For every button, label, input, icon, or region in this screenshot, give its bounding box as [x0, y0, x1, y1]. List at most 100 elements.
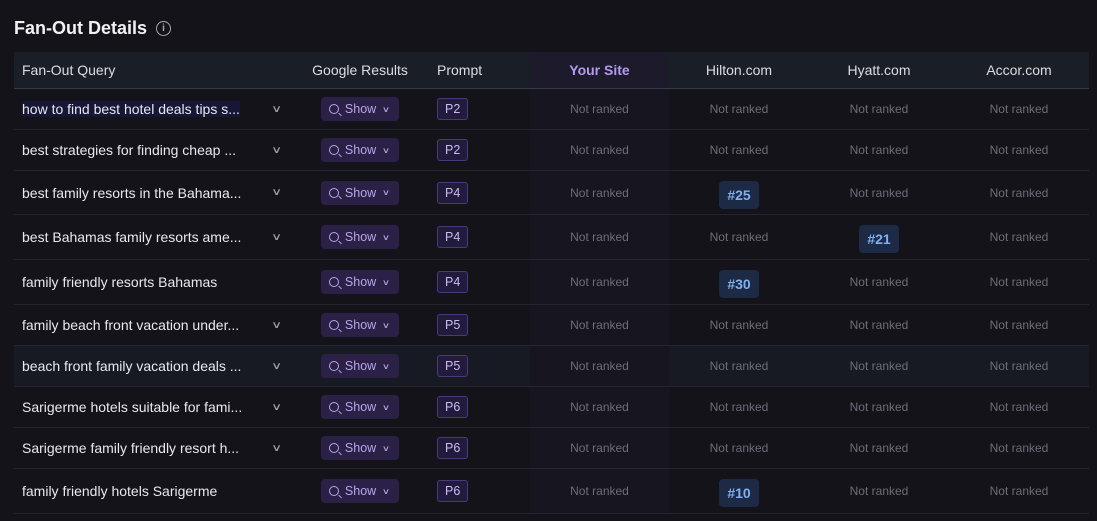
google-results-cell: Show ∨ [290, 428, 430, 468]
column-header-hyatt[interactable]: Hyatt.com [847, 62, 911, 78]
table-row[interactable]: best strategies for finding cheap ... ∨ … [14, 130, 1089, 171]
table-row[interactable]: Sarigerme family friendly resort h... ∨ … [14, 428, 1089, 469]
chevron-down-icon: ∨ [382, 188, 391, 197]
query-text: Sarigerme hotels suitable for fami... [22, 399, 243, 415]
prompt-cell: P5 [430, 346, 530, 386]
table-row[interactable]: how to find best hotel deals tips s... ∨… [14, 89, 1089, 130]
query-cell: how to find best hotel deals tips s... ∨ [14, 89, 290, 129]
show-results-button[interactable]: Show ∨ [320, 479, 400, 503]
not-ranked-label: Not ranked [989, 484, 1049, 498]
show-results-button[interactable]: Show ∨ [320, 395, 400, 419]
table-body: how to find best hotel deals tips s... ∨… [14, 89, 1089, 514]
prompt-cell: P4 [430, 171, 530, 214]
show-results-button[interactable]: Show ∨ [320, 270, 400, 294]
chevron-down-icon[interactable]: ∨ [270, 442, 282, 454]
not-ranked-label: Not ranked [989, 275, 1049, 289]
not-ranked-label: Not ranked [570, 318, 629, 332]
query-cell: best Bahamas family resorts ame... ∨ [14, 215, 290, 259]
chevron-down-icon: ∨ [382, 104, 391, 114]
table-row[interactable]: best family resorts in the Bahama... ∨ S… [14, 171, 1089, 215]
chevron-down-icon[interactable]: ∨ [270, 103, 282, 115]
table-row[interactable]: family beach front vacation under... ∨ S… [14, 305, 1089, 346]
table-row[interactable]: beach front family vacation deals ... ∨ … [14, 346, 1089, 387]
google-results-cell: Show ∨ [290, 469, 430, 513]
hilton-cell: #25 [669, 171, 809, 214]
your-site-cell: Not ranked [530, 260, 669, 304]
prompt-badge[interactable]: P6 [437, 437, 469, 459]
info-icon[interactable]: i [156, 21, 172, 36]
prompt-badge[interactable]: P2 [437, 139, 469, 161]
table-row[interactable]: Sarigerme hotels suitable for fami... ∨ … [14, 387, 1089, 428]
chevron-down-icon[interactable]: ∨ [270, 319, 282, 331]
prompt-badge[interactable]: P4 [437, 271, 469, 293]
prompt-badge[interactable]: P4 [437, 181, 469, 204]
search-icon [328, 486, 339, 496]
accor-cell: Not ranked [949, 346, 1089, 386]
column-header-accor[interactable]: Accor.com [986, 62, 1052, 78]
chevron-down-icon: ∨ [382, 320, 391, 330]
show-results-button[interactable]: Show ∨ [320, 354, 400, 378]
query-text: family friendly resorts Bahamas [22, 274, 218, 290]
column-header-prompt[interactable]: Prompt [437, 62, 483, 78]
table-row[interactable]: family friendly hotels Sarigerme Show ∨ … [14, 469, 1089, 514]
prompt-badge[interactable]: P5 [437, 355, 469, 377]
show-results-button[interactable]: Show ∨ [320, 225, 400, 249]
show-results-button[interactable]: Show ∨ [320, 138, 400, 162]
table-row[interactable]: best Bahamas family resorts ame... ∨ Sho… [14, 215, 1089, 260]
google-results-cell: Show ∨ [290, 260, 430, 304]
not-ranked-label: Not ranked [709, 359, 769, 373]
hyatt-cell: Not ranked [809, 171, 949, 214]
not-ranked-label: Not ranked [709, 318, 769, 332]
column-header-google-results[interactable]: Google Results [312, 62, 408, 78]
query-cell: best family resorts in the Bahama... ∨ [14, 171, 290, 214]
hyatt-cell: Not ranked [809, 89, 949, 129]
chevron-down-icon[interactable]: ∨ [270, 401, 282, 413]
column-header-hilton[interactable]: Hilton.com [705, 62, 773, 78]
chevron-down-icon[interactable]: ∨ [270, 231, 282, 243]
search-icon [328, 443, 339, 453]
not-ranked-label: Not ranked [849, 185, 909, 200]
show-label: Show [344, 102, 377, 116]
google-results-cell: Show ∨ [290, 171, 430, 214]
query-cell: Sarigerme family friendly resort h... ∨ [14, 428, 290, 468]
not-ranked-label: Not ranked [989, 230, 1049, 244]
not-ranked-label: Not ranked [709, 102, 769, 116]
chevron-down-icon: ∨ [382, 277, 391, 287]
hyatt-cell: Not ranked [809, 260, 949, 304]
not-ranked-label: Not ranked [709, 441, 769, 455]
show-label: Show [344, 400, 377, 414]
prompt-cell: P6 [430, 428, 530, 468]
your-site-cell: Not ranked [530, 469, 669, 513]
show-results-button[interactable]: Show ∨ [320, 313, 400, 337]
chevron-down-icon[interactable]: ∨ [270, 360, 282, 372]
not-ranked-label: Not ranked [849, 400, 909, 414]
search-icon [328, 402, 339, 412]
not-ranked-label: Not ranked [709, 400, 769, 414]
show-results-button[interactable]: Show ∨ [320, 97, 400, 121]
hyatt-cell: Not ranked [809, 428, 949, 468]
prompt-badge[interactable]: P2 [437, 98, 469, 120]
show-results-button[interactable]: Show ∨ [320, 436, 400, 460]
hilton-cell: Not ranked [669, 387, 809, 427]
accor-cell: Not ranked [949, 130, 1089, 170]
prompt-badge[interactable]: P6 [437, 396, 469, 418]
not-ranked-label: Not ranked [570, 400, 629, 414]
chevron-down-icon[interactable]: ∨ [270, 187, 282, 198]
query-text: beach front family vacation deals ... [22, 358, 242, 374]
fan-out-table: Fan-Out Query Google Results Prompt Your… [14, 52, 1089, 514]
column-header-your-site[interactable]: Your Site [530, 52, 669, 88]
chevron-down-icon: ∨ [382, 443, 391, 453]
google-results-cell: Show ∨ [290, 215, 430, 259]
table-row[interactable]: family friendly resorts Bahamas Show ∨ P… [14, 260, 1089, 305]
not-ranked-label: Not ranked [709, 230, 769, 244]
section-header: Fan-Out Details i [14, 18, 172, 39]
your-site-cell: Not ranked [530, 305, 669, 345]
chevron-down-icon[interactable]: ∨ [270, 144, 282, 156]
prompt-cell: P5 [430, 305, 530, 345]
hilton-cell: #30 [669, 260, 809, 304]
prompt-badge[interactable]: P4 [437, 226, 469, 248]
show-results-button[interactable]: Show ∨ [320, 180, 400, 205]
prompt-badge[interactable]: P5 [437, 314, 469, 336]
prompt-badge[interactable]: P6 [437, 480, 469, 502]
column-header-query[interactable]: Fan-Out Query [22, 62, 116, 78]
